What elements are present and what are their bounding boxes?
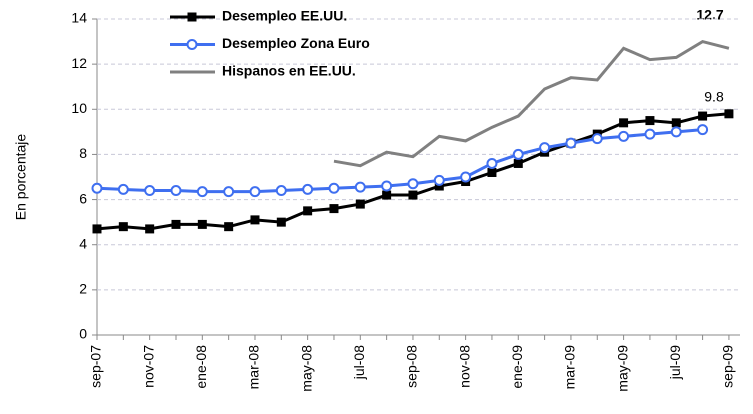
data-point	[91, 182, 103, 194]
annotation: 9.8	[704, 89, 724, 105]
data-point	[407, 178, 419, 190]
x-tick-label: ene-09	[509, 345, 525, 389]
legend-entry: Desempleo Zona Euro	[170, 35, 370, 51]
data-point	[197, 219, 207, 229]
y-tick-label: 2	[79, 281, 87, 297]
data-point	[117, 183, 129, 195]
data-point	[196, 186, 208, 198]
x-tick-label: may-08	[298, 345, 314, 392]
data-point	[249, 186, 261, 198]
x-tick-label: sep-07	[88, 345, 104, 388]
data-point	[381, 180, 393, 192]
data-point	[118, 222, 128, 232]
x-tick-label: may-09	[614, 345, 630, 392]
y-tick-label: 4	[79, 235, 87, 251]
data-point	[302, 183, 314, 195]
data-point	[170, 185, 182, 197]
data-point	[434, 181, 444, 191]
x-tick-label: ene-08	[193, 345, 209, 389]
data-point	[354, 181, 366, 193]
data-point	[618, 130, 630, 142]
x-tick-label: jul-09	[667, 345, 683, 380]
data-point	[644, 128, 656, 140]
data-point	[645, 116, 655, 126]
x-tick-label: sep-08	[404, 345, 420, 388]
y-tick-label: 12	[71, 55, 87, 71]
data-point	[697, 124, 709, 136]
data-point	[619, 118, 629, 128]
data-point	[565, 137, 577, 149]
y-tick-label: 0	[79, 326, 87, 342]
data-point	[303, 206, 313, 216]
x-tick-label: jul-08	[351, 345, 367, 380]
data-point	[670, 126, 682, 138]
data-point	[275, 185, 287, 197]
data-point	[724, 109, 734, 119]
data-point	[512, 148, 524, 160]
legend-entry: Desempleo EE.UU.	[170, 8, 347, 24]
data-point	[382, 190, 392, 200]
x-tick-label: mar-09	[562, 345, 578, 390]
series-line	[333, 39, 730, 168]
data-point	[250, 215, 260, 225]
data-point	[224, 222, 234, 232]
data-point	[433, 174, 445, 186]
data-point	[539, 142, 551, 154]
series-line	[96, 112, 730, 231]
series-line	[96, 128, 703, 194]
data-point	[486, 157, 498, 169]
x-tick-label: sep-09	[720, 345, 736, 388]
data-point	[145, 224, 155, 234]
data-point	[92, 224, 102, 234]
annotation: 12.7	[696, 7, 723, 23]
legend-marker	[186, 39, 198, 50]
x-tick-label: nov-07	[140, 345, 156, 388]
y-tick-label: 8	[79, 145, 87, 161]
data-point	[223, 186, 235, 198]
data-point	[408, 190, 418, 200]
legend-entry: Hispanos en EE.UU.	[170, 63, 356, 79]
data-point	[460, 171, 472, 183]
y-tick-label: 10	[71, 100, 87, 116]
legend-label: Hispanos en EE.UU.	[222, 63, 356, 79]
data-point	[276, 217, 286, 227]
legend-marker	[187, 12, 197, 22]
data-point	[671, 118, 681, 128]
y-tick-label: 14	[71, 10, 87, 26]
legend-label: Desempleo Zona Euro	[222, 35, 370, 51]
y-tick-label: 6	[79, 190, 87, 206]
data-point	[328, 182, 340, 194]
data-point	[698, 111, 708, 121]
y-axis-label: En porcentaje	[13, 134, 29, 221]
data-point	[591, 133, 603, 145]
data-point	[487, 167, 497, 177]
legend-label: Desempleo EE.UU.	[222, 8, 347, 24]
data-point	[329, 204, 339, 214]
data-point	[171, 219, 181, 229]
data-point	[355, 199, 365, 209]
x-tick-label: mar-08	[246, 345, 262, 390]
data-point	[144, 185, 156, 197]
x-tick-label: nov-08	[456, 345, 472, 388]
data-point	[513, 158, 523, 168]
